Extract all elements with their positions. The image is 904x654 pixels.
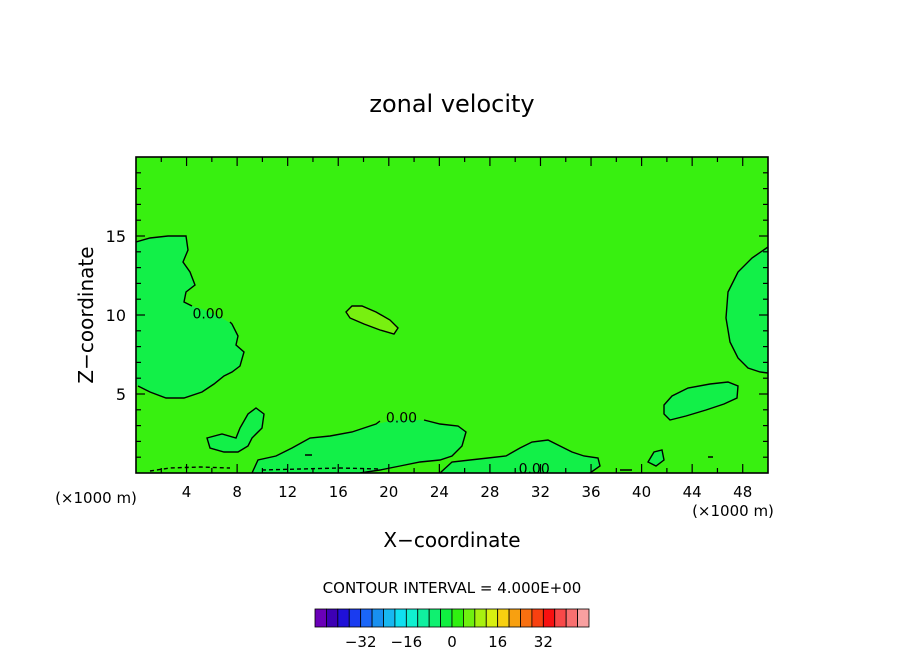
colorbar-swatch [428, 608, 441, 628]
colorbar-swatch [405, 608, 419, 628]
contour-line-tiny [647, 449, 665, 467]
y-tick-label: 15 [106, 227, 126, 246]
colorbar-swatch [348, 608, 362, 628]
x-tick-label: 48 [733, 483, 752, 501]
colorbar-swatch [485, 608, 499, 628]
contour-line-right [725, 246, 768, 374]
x-ticks [160, 157, 744, 473]
x-tick-label: 40 [632, 483, 651, 501]
contour-region-left [136, 236, 244, 398]
colorbar-swatch [554, 608, 567, 628]
colorbar-swatch [531, 608, 544, 628]
y-unit-label: (×1000 m) [55, 489, 137, 507]
y-ticks [136, 172, 768, 458]
contour-region-bottom-band [252, 420, 466, 473]
contour-line-specks [305, 454, 713, 471]
contour-label: 0.00 [519, 461, 550, 477]
x-tick-label: 32 [531, 483, 550, 501]
colorbar [314, 608, 590, 628]
x-tick-label: 12 [278, 483, 297, 501]
colorbar-swatch [508, 608, 521, 628]
x-tick-label: 8 [232, 483, 242, 501]
colorbar-swatch [565, 608, 578, 628]
colorbar-tick-label: −16 [391, 633, 423, 651]
colorbar-swatch [326, 608, 339, 628]
colorbar-swatch [360, 608, 373, 628]
colorbar-swatch [497, 608, 510, 628]
plot-area [136, 157, 768, 473]
contour-region-tiny [648, 450, 664, 466]
x-tick-label: 28 [480, 483, 499, 501]
colorbar-tick-label: 0 [447, 633, 457, 651]
x-tick-label: 24 [430, 483, 449, 501]
colorbar-swatch [520, 608, 533, 628]
colorbar-swatch [451, 608, 464, 628]
colorbar-swatch [542, 608, 556, 628]
colorbar-swatch [463, 608, 476, 628]
x-tick-label: 16 [329, 483, 348, 501]
colorbar-swatch [417, 608, 430, 628]
contour-line-bottom-strip [439, 439, 601, 473]
contour-line-lower-right [663, 381, 739, 421]
contour-lines [136, 235, 768, 473]
colorbar-tick-label: 32 [534, 633, 553, 651]
colorbar-swatch [577, 608, 590, 628]
y-tick-label: 5 [116, 385, 126, 404]
colorbar-swatch [314, 608, 327, 628]
colorbar-tick-label: −32 [345, 633, 377, 651]
contour-line-left [136, 235, 245, 399]
contour-region-bottom-strip [440, 440, 600, 473]
x-axis-label: X−coordinate [383, 528, 520, 552]
x-tick-labels: 4 8 12 16 20 24 28 32 36 40 44 48 [182, 483, 752, 501]
contour-region-right [726, 247, 768, 373]
contour-line-small-blob [206, 407, 265, 453]
x-unit-label: (×1000 m) [692, 502, 774, 520]
contour-region-light-blob [346, 306, 398, 334]
contour-regions [136, 236, 768, 473]
contour-label: 0.00 [386, 411, 417, 427]
contour-label: 0.00 [192, 306, 223, 322]
colorbar-swatch [474, 608, 487, 628]
contour-line-light-blob [345, 305, 399, 335]
colorbar-swatch [371, 608, 384, 628]
colorbar-swatch [394, 608, 407, 628]
colorbar-tick-label: 16 [488, 633, 507, 651]
colorbar-swatch [337, 608, 350, 628]
y-tick-label: 10 [106, 306, 126, 325]
chart-title: zonal velocity [369, 90, 534, 118]
x-tick-label: 20 [379, 483, 398, 501]
x-tick-label: 44 [683, 483, 702, 501]
colorbar-swatch [383, 608, 396, 628]
contour-line-dashes [149, 466, 381, 472]
contour-interval-label: CONTOUR INTERVAL = 4.000E+00 [323, 579, 582, 597]
colorbar-labels: −32 −16 0 16 32 [345, 633, 553, 651]
colorbar-swatch [440, 608, 453, 628]
y-tick-labels: 5 10 15 [106, 227, 126, 404]
x-tick-label: 36 [581, 483, 600, 501]
x-tick-label: 4 [182, 483, 192, 501]
contour-line-bottom-band [251, 419, 467, 473]
y-axis-label: Z−coordinate [74, 246, 98, 383]
